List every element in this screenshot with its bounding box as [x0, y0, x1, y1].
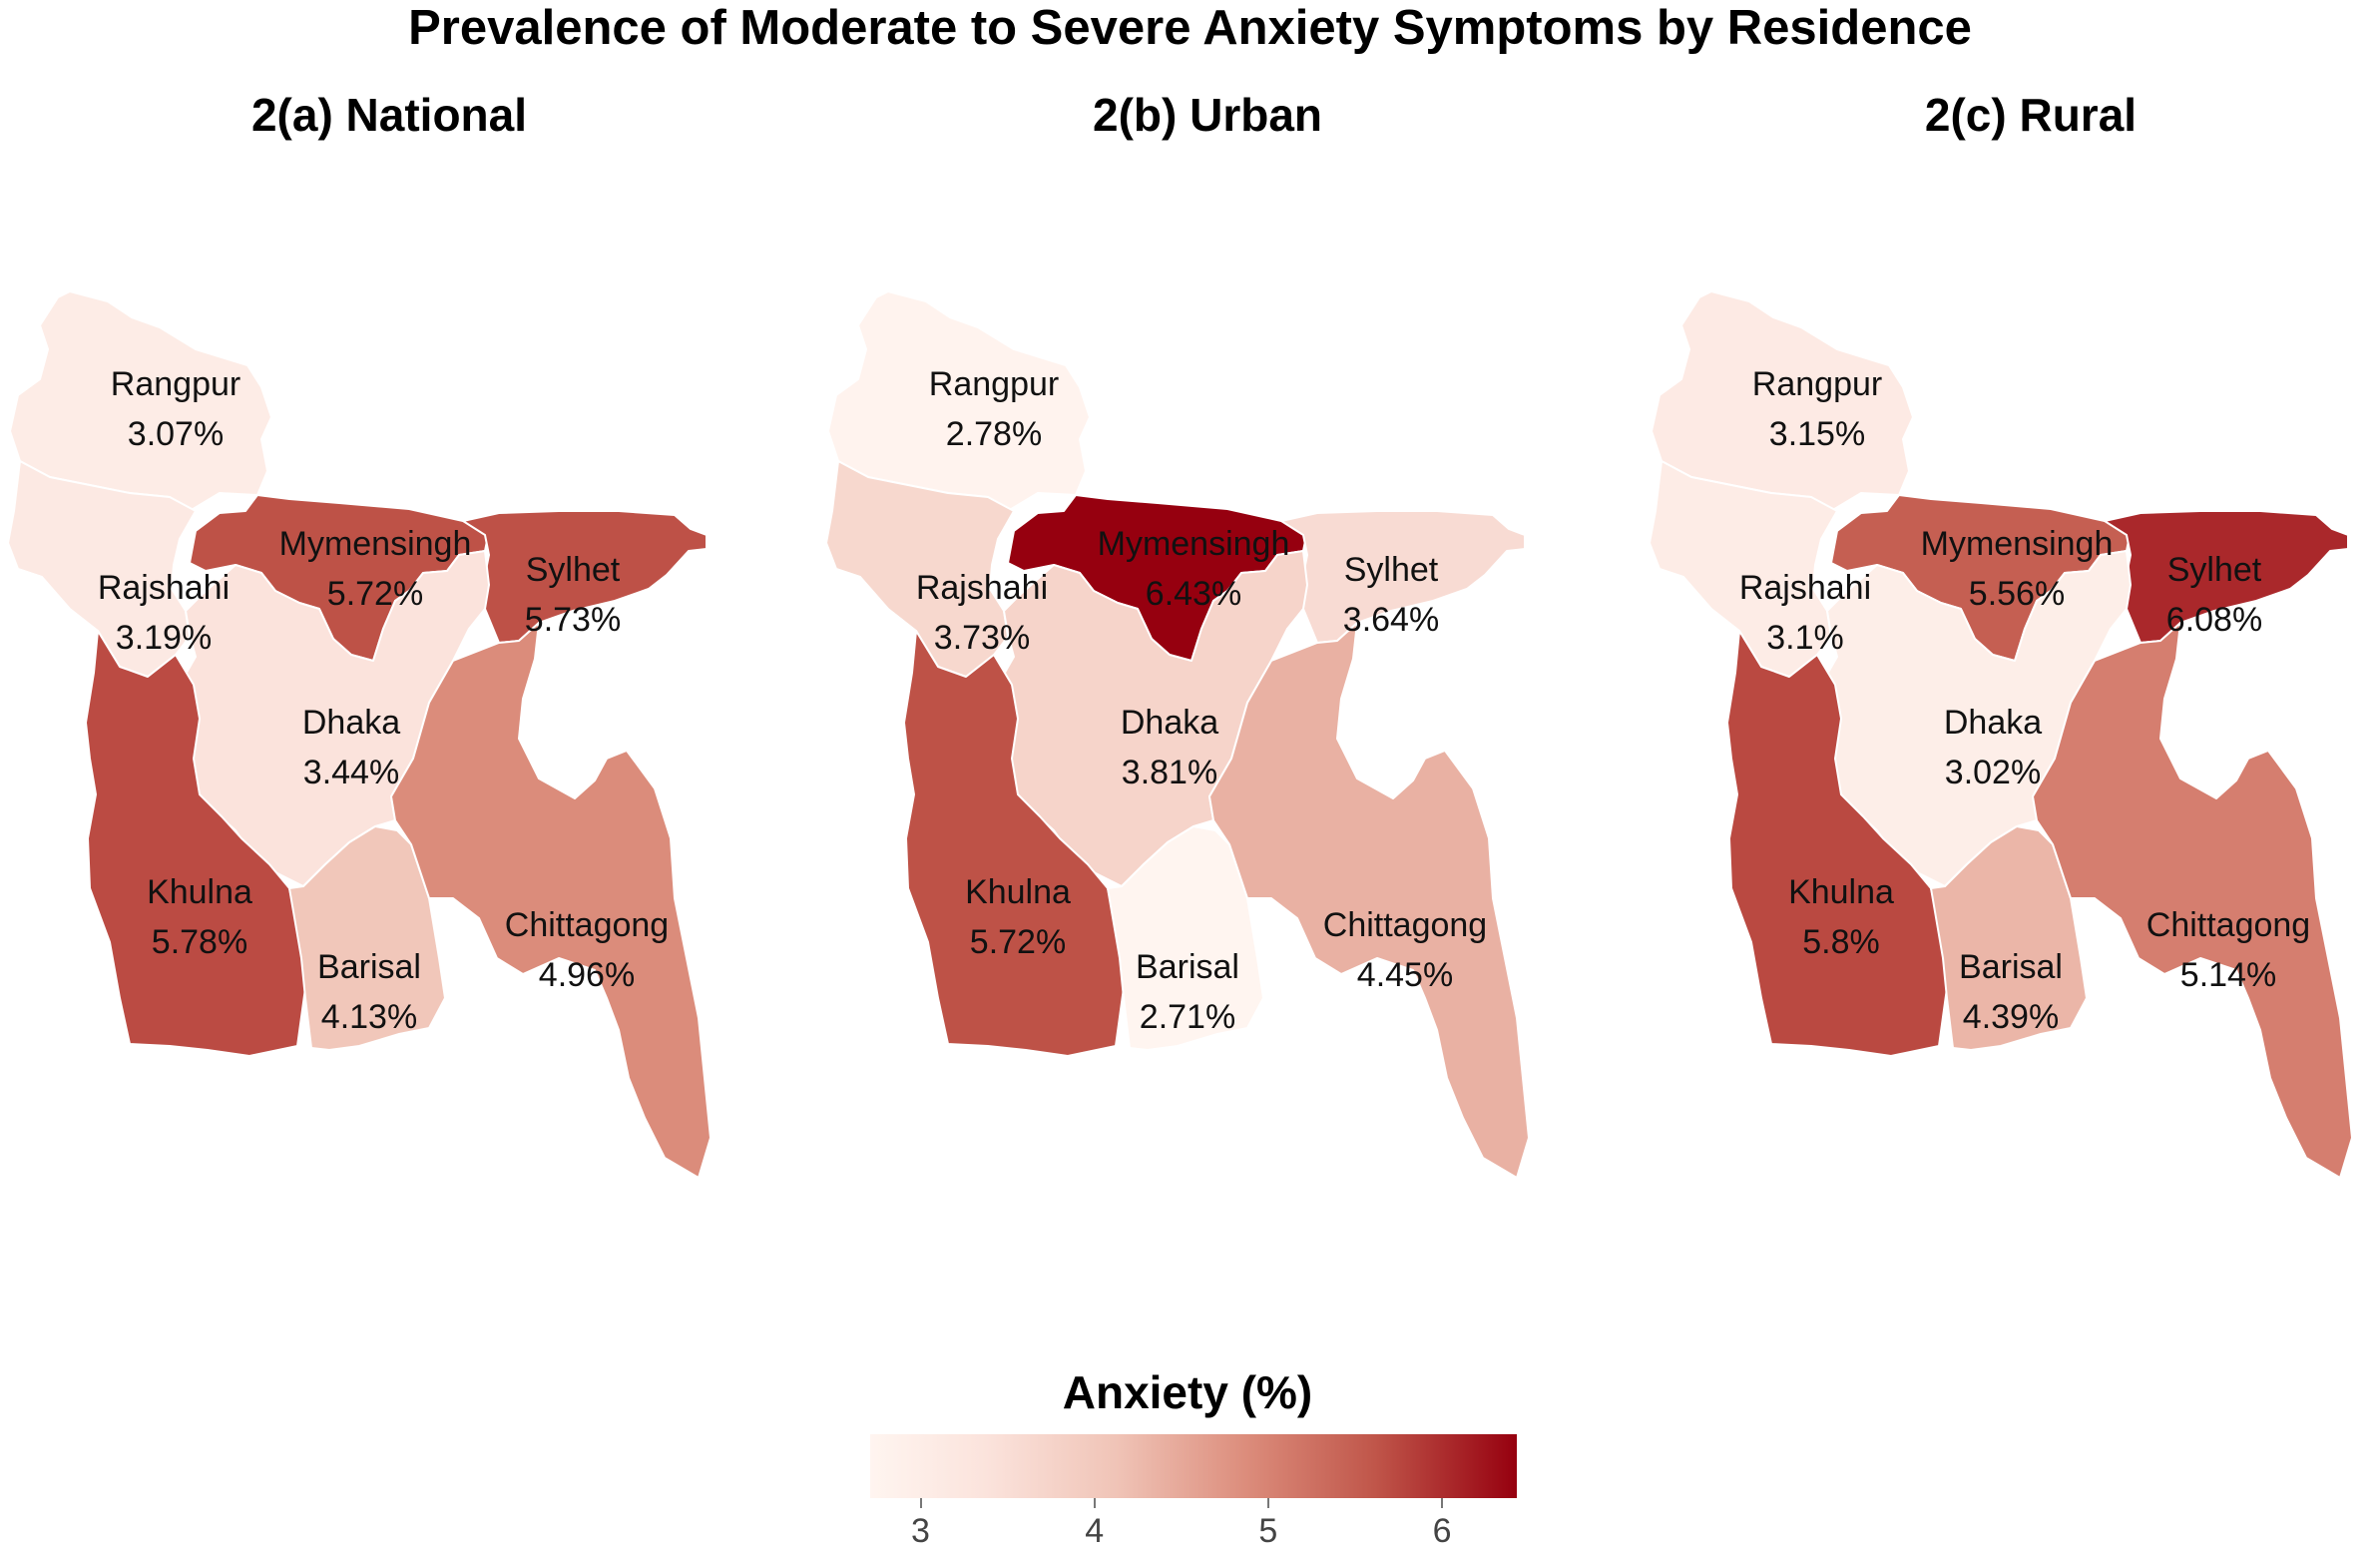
region-value-label: 5.72% [327, 575, 423, 613]
region-value-label: 3.44% [303, 754, 399, 791]
color-legend: Anxiety (%) 3 4 5 6 [858, 1362, 1517, 1552]
legend-tick-mark [1441, 1498, 1444, 1508]
region-value-label: 4.96% [539, 956, 635, 994]
legend-tick-label: 5 [1258, 1512, 1278, 1550]
region-name-label: Chittagong [1323, 906, 1487, 944]
region-value-label: 5.72% [970, 923, 1066, 961]
region-labels: Rangpur 3.07% Rajshahi 3.19% Mymensingh 5.72%… [98, 365, 669, 1036]
choropleth-map: Rangpur 3.15% Rajshahi 3.1% Mymensingh 5.56% S… [1649, 290, 2353, 1179]
region-rangpur [827, 290, 1091, 512]
legend-tick-mark [1266, 1498, 1269, 1508]
region-chittagong [1208, 622, 1530, 1179]
region-name-label: Khulna [1788, 873, 1894, 911]
region-labels: Rangpur 3.15% Rajshahi 3.1% Mymensingh 5.56% S… [1739, 365, 2310, 1036]
map-panel-urban: 2(b) Urban Rangpur 2.78% Rajshahi 3.73% Myme… [818, 80, 1597, 1258]
region-value-label: 2.78% [946, 415, 1042, 453]
legend-tick-mark [919, 1498, 922, 1508]
choropleth-map: Rangpur 2.78% Rajshahi 3.73% Mymensingh 6.43%… [825, 290, 1530, 1179]
region-value-label: 3.64% [1343, 601, 1439, 639]
region-chittagong [390, 622, 712, 1179]
region-value-label: 3.02% [1945, 754, 2041, 791]
region-name-label: Mymensingh [1098, 525, 1290, 563]
region-shapes [7, 290, 712, 1179]
legend-title: Anxiety (%) [1062, 1366, 1313, 1418]
legend-tick-label: 6 [1432, 1512, 1452, 1550]
region-name-label: Rangpur [1752, 365, 1882, 403]
region-name-label: Sylhet [2167, 551, 2262, 589]
region-name-label: Barisal [1136, 948, 1239, 986]
region-value-label: 6.43% [1146, 575, 1241, 613]
region-name-label: Rangpur [929, 365, 1059, 403]
region-name-label: Sylhet [526, 551, 621, 589]
region-value-label: 4.13% [321, 998, 417, 1036]
region-name-label: Chittagong [2146, 906, 2310, 944]
region-value-label: 3.81% [1122, 754, 1217, 791]
region-value-label: 5.8% [1802, 923, 1880, 961]
region-value-label: 2.71% [1140, 998, 1235, 1036]
region-name-label: Rajshahi [98, 569, 230, 607]
region-name-label: Rajshahi [916, 569, 1048, 607]
region-name-label: Khulna [965, 873, 1071, 911]
region-rangpur [9, 290, 272, 512]
legend-tick-label: 3 [911, 1512, 930, 1550]
region-khulna [85, 630, 306, 1057]
map-panel-national: 2(a) National Rangpur 3.07% Rajshahi 3.19% M… [0, 80, 778, 1258]
panel-title: 2(a) National [250, 89, 528, 141]
region-value-label: 3.73% [934, 619, 1030, 657]
region-name-label: Chittagong [505, 906, 669, 944]
region-value-label: 3.19% [116, 619, 212, 657]
region-chittagong [2032, 622, 2353, 1179]
region-name-label: Mymensingh [1921, 525, 2114, 563]
region-value-label: 5.73% [525, 601, 621, 639]
region-name-label: Barisal [1959, 948, 2063, 986]
choropleth-map: Rangpur 3.07% Rajshahi 3.19% Mymensingh 5.72%… [7, 290, 712, 1179]
map-panel-rural: 2(c) Rural Rangpur 3.15% Rajshahi 3.1% Mymen… [1642, 80, 2380, 1258]
region-value-label: 3.1% [1766, 619, 1844, 657]
region-value-label: 4.39% [1963, 998, 2059, 1036]
region-khulna [903, 630, 1125, 1057]
region-value-label: 3.07% [128, 415, 224, 453]
region-value-label: 5.56% [1969, 575, 2065, 613]
region-labels: Rangpur 2.78% Rajshahi 3.73% Mymensingh 6.43%… [916, 365, 1487, 1036]
region-name-label: Khulna [147, 873, 252, 911]
region-name-label: Rangpur [111, 365, 240, 403]
region-value-label: 5.78% [152, 923, 247, 961]
panel-title: 2(b) Urban [1093, 89, 1322, 141]
legend-tick-mark [1093, 1498, 1096, 1508]
figure-title: Prevalence of Moderate to Severe Anxiety… [408, 1, 1972, 55]
region-barisal [288, 825, 446, 1051]
region-name-label: Dhaka [302, 704, 400, 742]
region-name-label: Dhaka [1121, 704, 1218, 742]
region-barisal [1107, 825, 1264, 1051]
region-value-label: 6.08% [2166, 601, 2262, 639]
region-value-label: 5.14% [2180, 956, 2276, 994]
legend-tick-label: 4 [1085, 1512, 1105, 1550]
region-khulna [1726, 630, 1948, 1057]
region-value-label: 4.45% [1357, 956, 1453, 994]
region-barisal [1930, 825, 2088, 1051]
region-name-label: Dhaka [1944, 704, 2042, 742]
region-name-label: Sylhet [1344, 551, 1439, 589]
panel-title: 2(c) Rural [1924, 89, 2138, 141]
region-name-label: Rajshahi [1739, 569, 1871, 607]
legend-color-bar [870, 1434, 1517, 1498]
region-shapes [825, 290, 1530, 1179]
region-name-label: Barisal [317, 948, 421, 986]
region-shapes [1649, 290, 2353, 1179]
region-name-label: Mymensingh [279, 525, 472, 563]
region-value-label: 3.15% [1769, 415, 1865, 453]
region-rangpur [1651, 290, 1914, 512]
